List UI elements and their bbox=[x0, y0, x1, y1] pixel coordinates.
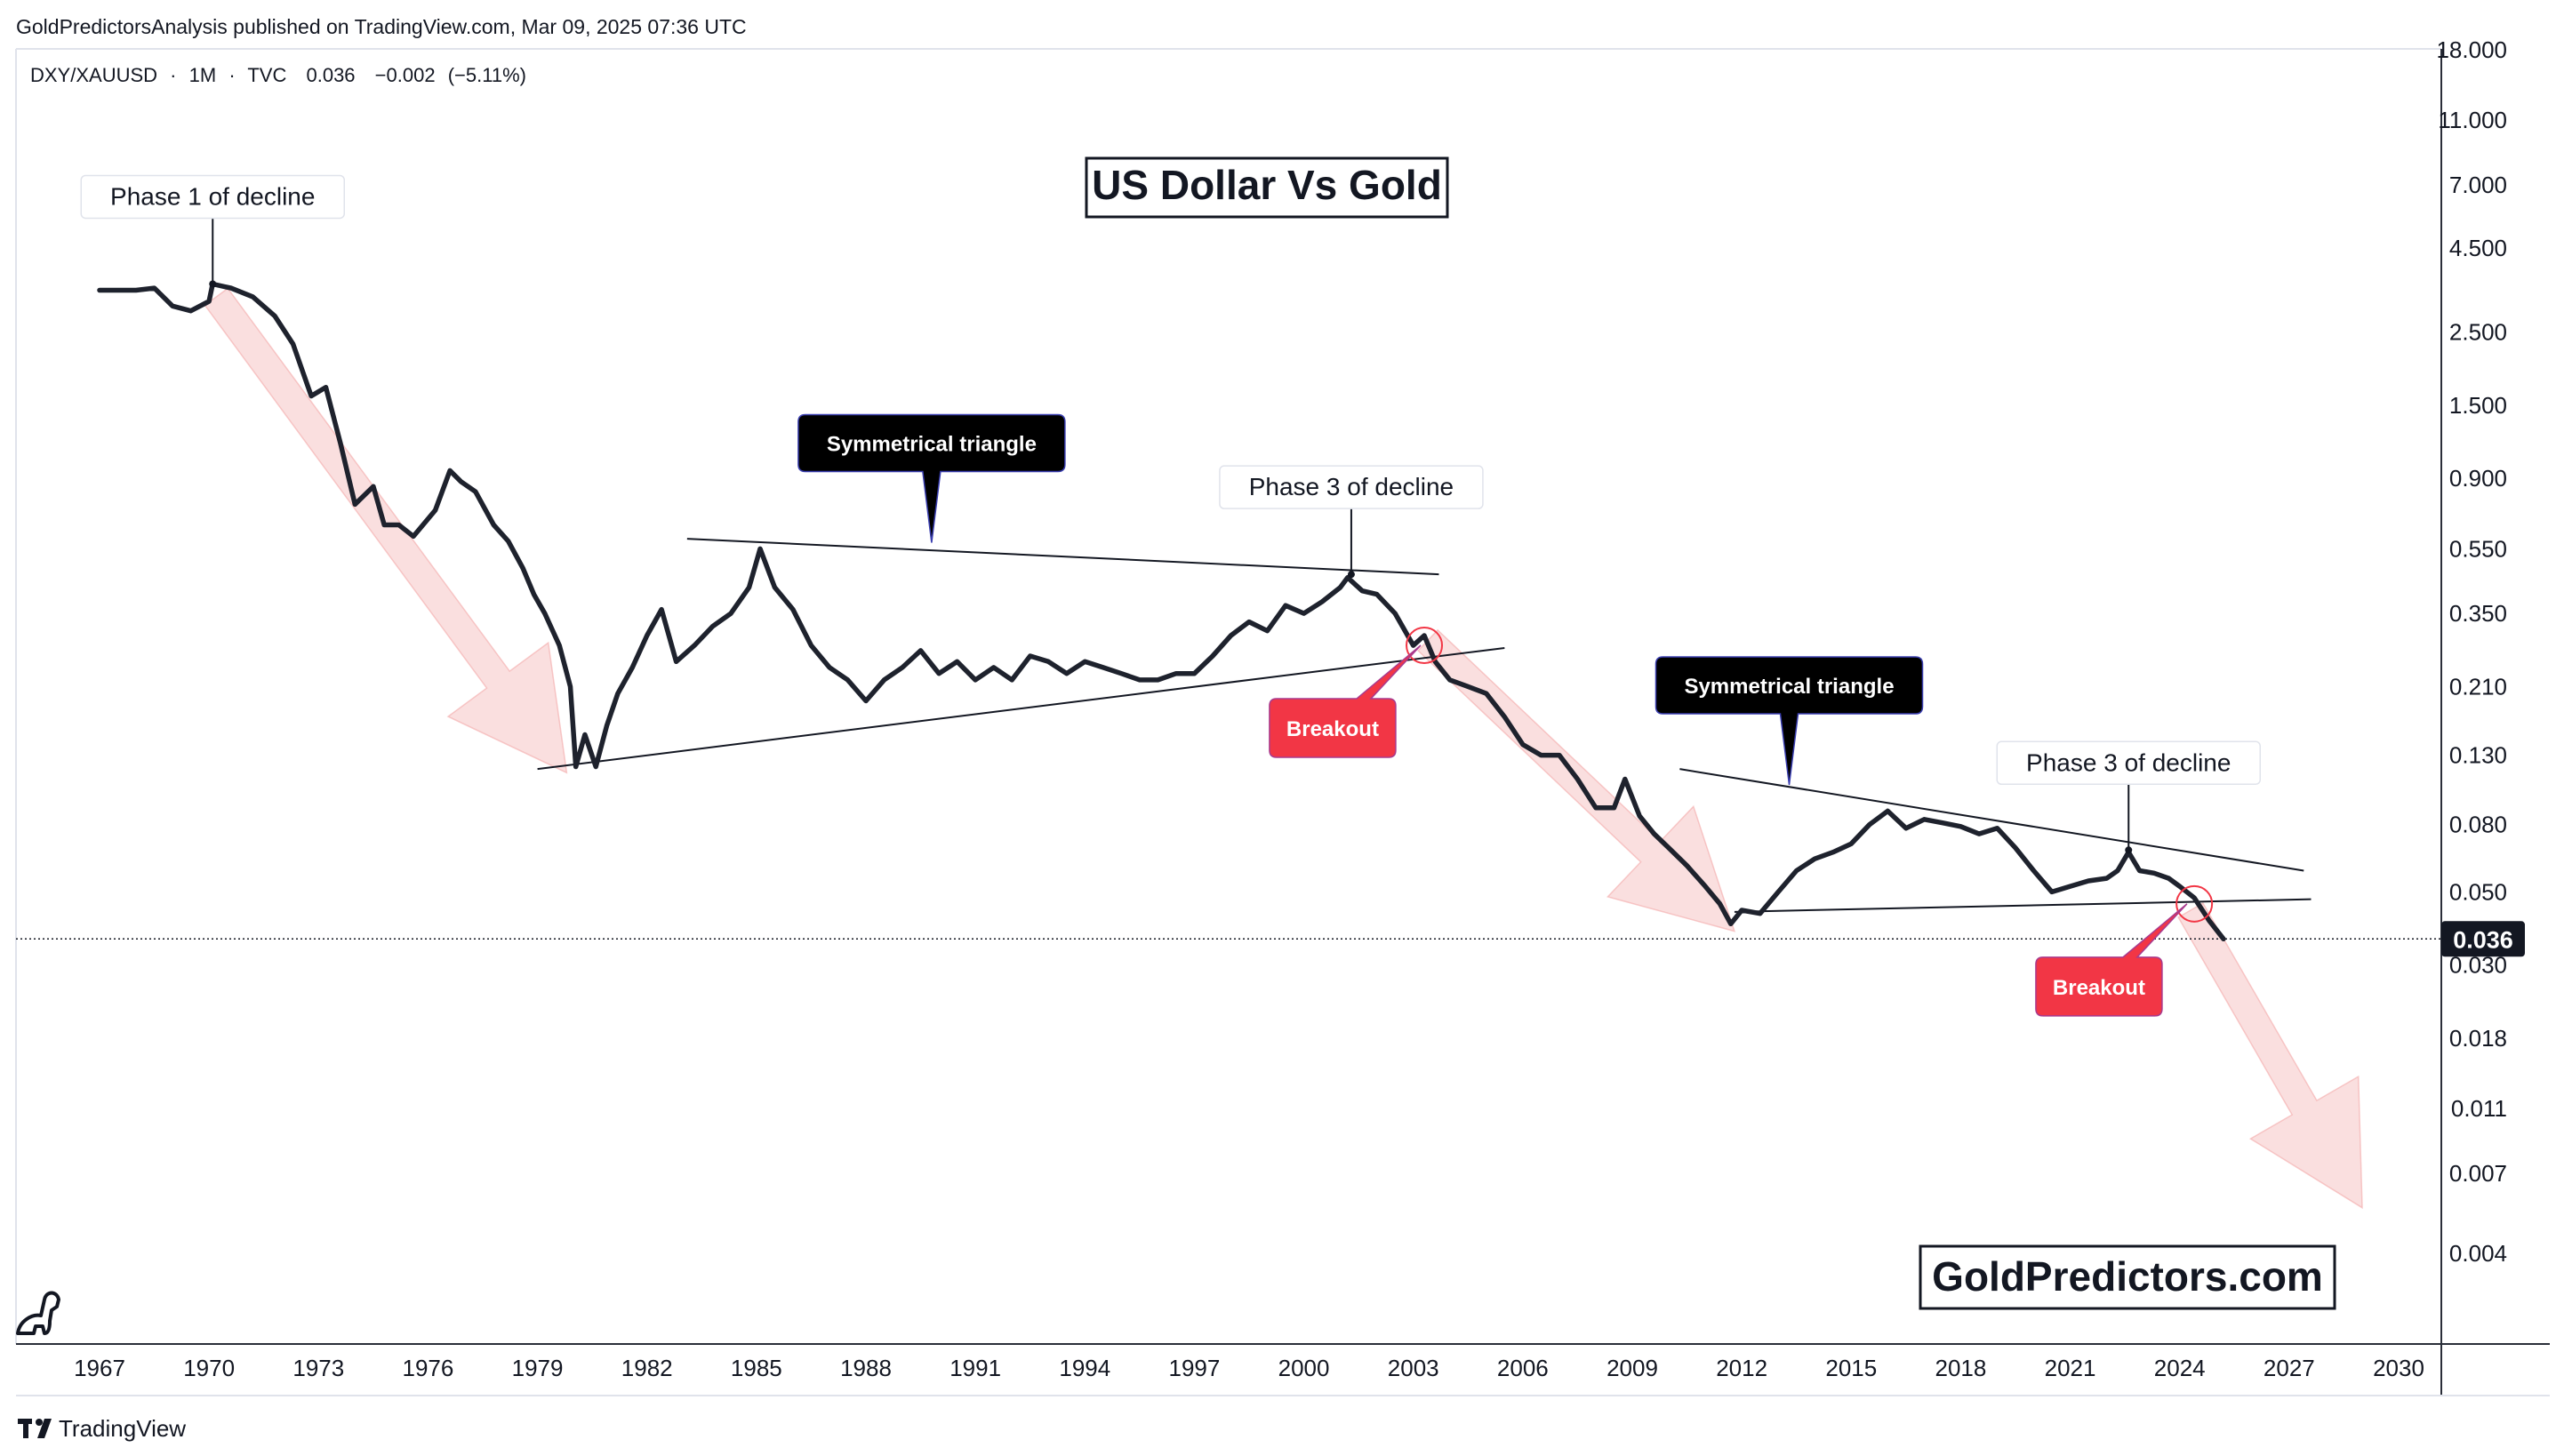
decline-arrow-3 bbox=[2177, 901, 2363, 1210]
x-tick-label-2024: 2024 bbox=[2154, 1355, 2206, 1381]
watermark-text: GoldPredictors.com bbox=[1932, 1253, 2323, 1300]
annotation-breakout-7[interactable]: Breakout bbox=[2035, 903, 2188, 1017]
y-tick-label-0-050: 0.050 bbox=[2449, 878, 2507, 905]
y-tick-label-11-000: 11.000 bbox=[2438, 107, 2507, 133]
y-tick-label-7-000: 7.000 bbox=[2449, 172, 2507, 198]
annotation-text: Breakout bbox=[1286, 717, 1379, 741]
y-tick-label-0-080: 0.080 bbox=[2449, 812, 2507, 838]
y-tick-label-2-500: 2.500 bbox=[2449, 319, 2507, 346]
x-tick-label-1988: 1988 bbox=[840, 1355, 892, 1381]
annotations: Phase 1 of decline Symmetrical triangle Ph… bbox=[80, 174, 2261, 1017]
breakout-callout-box bbox=[2035, 903, 2188, 1017]
y-tick-label-0-900: 0.900 bbox=[2449, 465, 2507, 492]
x-axis[interactable]: 1967 1970 1973 1976 1979 1982 1985 1988 1991 1994… bbox=[74, 1355, 2424, 1381]
current-price-value: 0.036 bbox=[2453, 926, 2513, 953]
legend-source: TVC bbox=[247, 64, 286, 86]
y-tick-label-1-500: 1.500 bbox=[2449, 392, 2507, 419]
annotation-text: Breakout bbox=[2053, 976, 2145, 1000]
y-tick-label-0-011: 0.011 bbox=[2451, 1095, 2507, 1122]
trendline-2[interactable] bbox=[686, 538, 1439, 576]
x-tick-label-2018: 2018 bbox=[1935, 1355, 1987, 1381]
y-tick-label-0-130: 0.130 bbox=[2449, 742, 2507, 769]
chart-title: US Dollar Vs Gold bbox=[1092, 162, 1442, 208]
x-tick-label-2003: 2003 bbox=[1388, 1355, 1439, 1381]
x-tick-label-1994: 1994 bbox=[1059, 1355, 1110, 1381]
annotation-anchor-dot bbox=[2125, 846, 2133, 854]
x-tick-label-1976: 1976 bbox=[403, 1355, 454, 1381]
annotation-text: Phase 3 of decline bbox=[1249, 473, 1454, 500]
x-tick-label-1973: 1973 bbox=[292, 1355, 344, 1381]
published-line: GoldPredictorsAnalysis published on Trad… bbox=[16, 15, 747, 38]
x-tick-label-1997: 1997 bbox=[1169, 1355, 1221, 1381]
current-price-label: 0.036 bbox=[2441, 921, 2525, 957]
trendline-1[interactable] bbox=[537, 646, 1505, 771]
annotation-anchor-dot bbox=[1347, 571, 1355, 579]
annotation-phase-3-of-decline-6[interactable]: Phase 3 of decline bbox=[1996, 740, 2261, 854]
y-tick-label-0-018: 0.018 bbox=[2449, 1025, 2507, 1052]
breakout-circle-2 bbox=[2175, 884, 2214, 923]
x-tick-label-1967: 1967 bbox=[74, 1355, 125, 1381]
x-tick-label-2006: 2006 bbox=[1497, 1355, 1549, 1381]
annotation-symmetrical-triangle-2[interactable]: Symmetrical triangle bbox=[797, 413, 1066, 543]
y-tick-label-0-350: 0.350 bbox=[2449, 600, 2507, 627]
annotation-symmetrical-triangle-5[interactable]: Symmetrical triangle bbox=[1655, 656, 1924, 786]
annotation-phase-1-of-decline-1[interactable]: Phase 1 of decline bbox=[80, 174, 345, 288]
x-tick-label-2030: 2030 bbox=[2373, 1355, 2424, 1381]
legend-symbol: DXY/XAUUSD bbox=[30, 64, 157, 86]
y-tick-label-0-550: 0.550 bbox=[2449, 535, 2507, 562]
x-tick-label-1985: 1985 bbox=[731, 1355, 782, 1381]
legend-last: 0.036 bbox=[306, 64, 355, 86]
y-tick-label-4-500: 4.500 bbox=[2449, 235, 2507, 261]
x-tick-label-2015: 2015 bbox=[1825, 1355, 1877, 1381]
y-tick-label-0-007: 0.007 bbox=[2449, 1160, 2507, 1187]
tradingview-logo[interactable]: TradingView bbox=[18, 1415, 186, 1442]
x-tick-label-1979: 1979 bbox=[512, 1355, 564, 1381]
annotation-text: Phase 3 of decline bbox=[2026, 748, 2231, 776]
annotation-box bbox=[1219, 465, 1484, 509]
watermark-box: GoldPredictors.com bbox=[1919, 1244, 2336, 1310]
series-line-dxy-xauusd bbox=[97, 281, 2226, 942]
annotation-box bbox=[1996, 740, 2261, 786]
annotation-box bbox=[80, 174, 345, 220]
x-tick-label-2012: 2012 bbox=[1716, 1355, 1767, 1381]
trendline-3[interactable] bbox=[1734, 898, 2312, 913]
x-tick-label-1970: 1970 bbox=[183, 1355, 235, 1381]
y-tick-label-0-210: 0.210 bbox=[2449, 673, 2507, 700]
annotation-text: Symmetrical triangle bbox=[827, 432, 1037, 456]
tradingview-brand-text: TradingView bbox=[59, 1415, 186, 1442]
trendlines bbox=[537, 538, 2312, 913]
annotation-text: Symmetrical triangle bbox=[1684, 675, 1894, 699]
annotation-text: Phase 1 of decline bbox=[110, 182, 315, 210]
symbol-legend[interactable]: DXY/XAUUSD · 1M · TVC 0.036 −0.002 (−5.1… bbox=[30, 64, 526, 86]
trendline-4[interactable] bbox=[1679, 768, 2304, 872]
chart-title-box: US Dollar Vs Gold bbox=[1085, 156, 1449, 219]
dinosaur-icon[interactable] bbox=[16, 1291, 60, 1335]
legend-change-pct: (−5.11%) bbox=[448, 64, 526, 86]
breakout-callout-box bbox=[1269, 644, 1422, 758]
y-tick-label-0-004: 0.004 bbox=[2449, 1240, 2507, 1267]
y-tick-label-18-000: 18.000 bbox=[2436, 36, 2507, 63]
legend-change: −0.002 bbox=[375, 64, 436, 86]
decline-arrow-1 bbox=[204, 287, 568, 774]
legend-sep-2: · bbox=[228, 64, 235, 86]
x-tick-label-1982: 1982 bbox=[621, 1355, 673, 1381]
legend-interval: 1M bbox=[189, 64, 217, 86]
x-tick-label-2009: 2009 bbox=[1607, 1355, 1658, 1381]
x-tick-label-2027: 2027 bbox=[2264, 1355, 2315, 1381]
breakout-circle-1 bbox=[1406, 627, 1444, 665]
legend-sep-1: · bbox=[170, 64, 176, 86]
callout-box bbox=[1655, 656, 1924, 786]
callout-box bbox=[797, 413, 1066, 543]
breakout-circles bbox=[1406, 627, 2214, 923]
x-tick-label-2021: 2021 bbox=[2045, 1355, 2096, 1381]
x-tick-label-2000: 2000 bbox=[1278, 1355, 1330, 1381]
annotation-anchor-dot bbox=[209, 280, 217, 288]
x-tick-label-1991: 1991 bbox=[949, 1355, 1001, 1381]
y-axis[interactable]: 18.000 11.000 7.000 4.500 2.500 1.500 0.900 0.5… bbox=[2436, 36, 2507, 1267]
tradingview-logo-icon bbox=[18, 1419, 52, 1438]
annotation-phase-3-of-decline-3[interactable]: Phase 3 of decline bbox=[1219, 465, 1484, 579]
annotation-breakout-4[interactable]: Breakout bbox=[1269, 644, 1422, 758]
